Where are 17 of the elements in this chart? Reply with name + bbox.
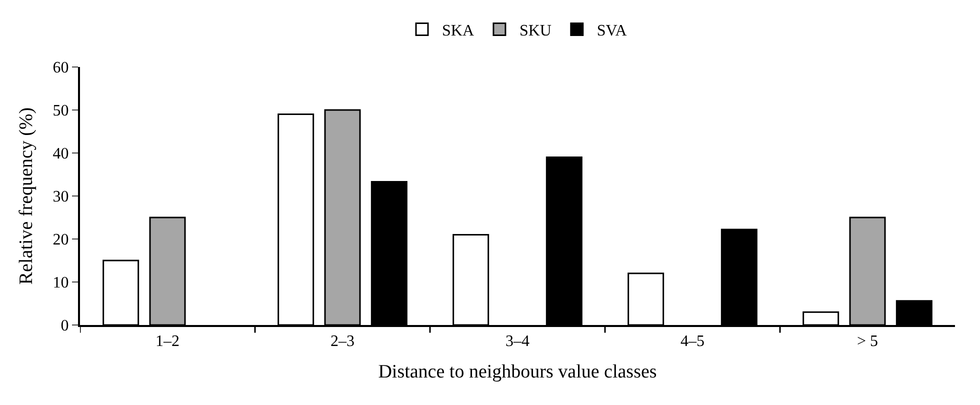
y-tick-label: 40 <box>52 146 69 163</box>
legend-label: SKA <box>442 22 474 40</box>
x-tick-label: 1–2 <box>156 333 180 350</box>
y-tick-label: 60 <box>52 60 69 77</box>
x-tick-label: 3–4 <box>506 333 530 350</box>
x-tick-label: > 5 <box>856 333 878 350</box>
legend-label: SVA <box>596 22 628 40</box>
y-tick-label: 50 <box>52 102 69 120</box>
legend-label: SKU <box>519 22 552 40</box>
x-tick-label: 4–5 <box>680 333 704 350</box>
y-tick-label: 30 <box>52 188 69 206</box>
x-tick-label: 2–3 <box>330 333 354 350</box>
y-tick-label: 10 <box>52 274 69 292</box>
x-axis-title: Distance to neighbours value classes <box>378 362 657 382</box>
y-tick-label: 0 <box>60 318 69 335</box>
y-axis-title: Relative frequency (%) <box>16 107 38 285</box>
y-tick-label: 20 <box>52 232 69 249</box>
